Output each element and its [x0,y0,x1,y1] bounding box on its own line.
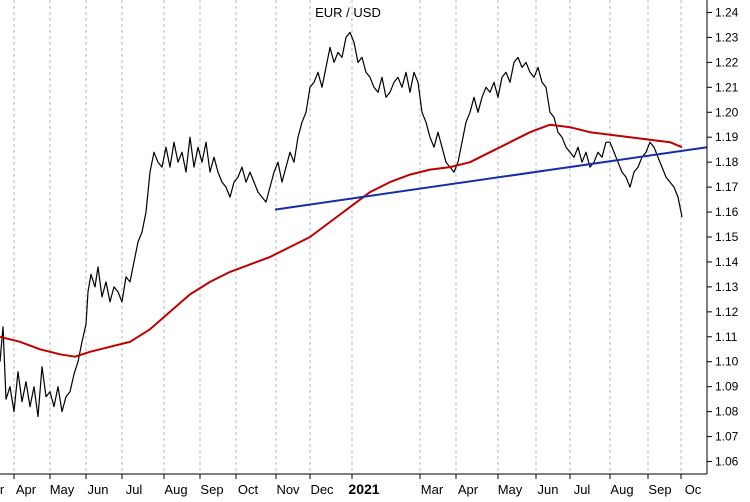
x-tick-label: Sep [648,482,671,497]
grid-layer [13,0,682,474]
price-line [0,31,683,418]
series-layer [0,31,708,418]
x-tick-label: Jun [538,482,559,497]
y-tick-label: 1.24 [715,5,739,19]
x-tick-label: Dec [310,482,334,497]
x-tick-labels: r Apr May Jun Jul Aug Sep Oct Nov Dec 2021 Mar Apr Ma… [0,474,702,497]
y-tick-label: 1.07 [715,430,739,444]
y-tick-label: 1.18 [715,155,739,169]
y-tick-labels: 1.06 1.07 1.08 1.09 1.10 1.11 1.12 1.13 1.14 1.15… [707,5,739,469]
y-tick-label: 1.13 [715,280,739,294]
y-tick-label: 1.08 [715,405,739,419]
x-tick-label: May [50,482,75,497]
x-tick-label: Aug [164,482,187,497]
x-tick-label: Jul [126,482,143,497]
x-tick-label: 2021 [348,481,379,497]
y-tick-label: 1.16 [715,205,739,219]
y-tick-label: 1.14 [715,255,739,269]
y-tick-label: 1.23 [715,30,739,44]
y-tick-label: 1.17 [715,180,739,194]
y-tick-label: 1.12 [715,305,739,319]
x-tick-label: Apr [458,482,479,497]
x-tick-label: Jul [574,482,591,497]
y-tick-label: 1.06 [715,455,739,469]
y-tick-label: 1.21 [715,80,739,94]
y-tick-label: 1.15 [715,230,739,244]
y-tick-label: 1.22 [715,55,739,69]
x-tick-label: Apr [16,482,37,497]
moving-average-line [0,123,683,358]
x-tick-label: Oc [685,482,702,497]
x-tick-label: Nov [276,482,300,497]
y-tick-label: 1.09 [715,380,739,394]
y-tick-label: 1.20 [715,105,739,119]
x-tick-label: Sep [200,482,223,497]
x-tick-label: Jun [88,482,109,497]
x-tick-label: Oct [238,482,259,497]
trend-line [274,146,708,211]
y-tick-label: 1.11 [715,330,738,344]
x-tick-label: r [0,482,5,497]
x-tick-label: May [498,482,523,497]
x-tick-label: Aug [610,482,633,497]
x-tick-label: Mar [421,482,444,497]
y-tick-label: 1.10 [715,355,739,369]
chart-title: EUR / USD [315,5,381,20]
y-tick-label: 1.19 [715,130,739,144]
